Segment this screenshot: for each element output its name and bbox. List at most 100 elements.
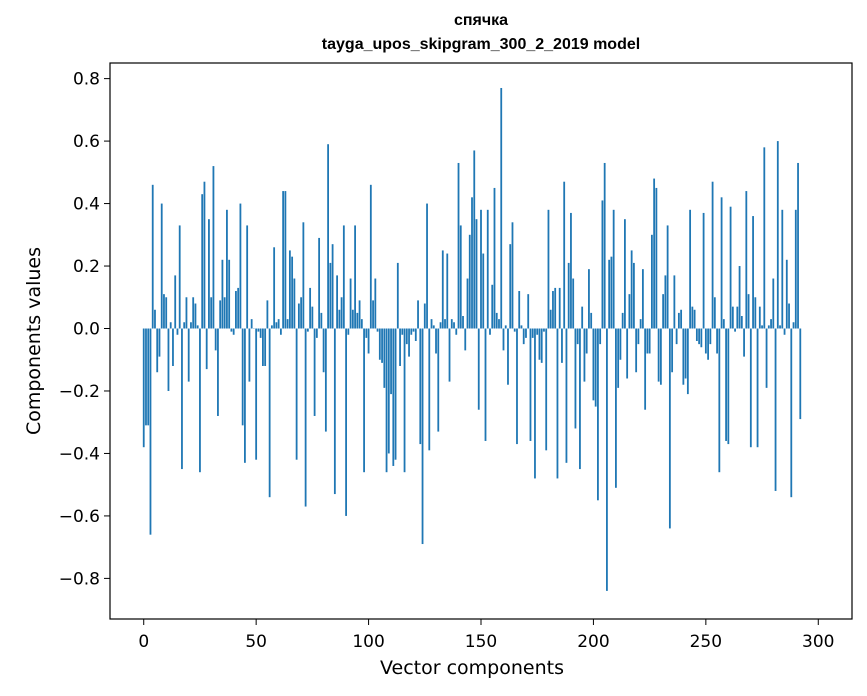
bar [641,269,644,329]
bar [208,219,210,329]
bar [491,284,494,329]
bar [174,275,177,329]
bar [552,291,554,329]
bar [722,319,725,329]
y-tick-label: −0.6 [59,507,100,527]
bar [709,328,712,345]
bar [178,225,181,329]
bar [509,244,512,329]
bar [441,250,444,329]
bar [239,203,242,329]
bar [781,209,784,329]
bar [165,297,168,329]
bar [464,328,467,351]
bar [785,259,788,329]
bar [704,328,707,354]
bar [455,328,458,335]
x-tick-label: 200 [577,632,609,652]
bar [282,191,285,329]
bar [792,322,795,329]
bar [421,328,424,545]
bar [475,219,478,329]
bar [428,328,431,451]
bar [734,328,736,332]
bar [295,328,298,460]
bar [367,328,370,354]
bar [268,328,271,498]
bar [745,191,748,329]
y-tick-label: 0.2 [73,257,100,277]
bar [765,328,768,388]
y-tick-label: 0.8 [73,70,100,90]
bar [262,328,264,366]
bar [255,328,258,460]
bar [232,328,235,335]
bar [633,262,635,329]
bar [756,328,759,448]
bar [716,328,718,354]
bar [270,325,273,329]
bar [608,259,611,329]
bar [226,209,228,329]
bar [396,262,399,329]
bar [558,287,561,329]
bar [547,209,550,329]
bar [754,297,757,329]
bar [790,328,793,498]
bar [291,256,294,329]
bar [606,328,608,591]
bar [327,144,329,329]
plot-frame [109,62,853,620]
bar [581,306,584,329]
bar [446,253,449,329]
bar [392,328,395,466]
bar [648,328,651,354]
bar [430,319,433,329]
bar [486,209,489,329]
bar [576,328,579,345]
bar [293,278,296,329]
bar [163,294,165,329]
bar [561,328,563,363]
bar [450,319,453,329]
bar [556,328,559,479]
bar [378,328,381,360]
x-tick-label: 100 [352,632,384,652]
bar [653,178,656,329]
bar [570,212,572,329]
bar [241,328,244,426]
bar [354,225,356,329]
bar [383,328,386,388]
bar [459,225,462,329]
bar [363,328,365,473]
bar [257,328,260,332]
bar [311,306,314,329]
bar [169,322,172,329]
bar [360,319,363,329]
bar [237,287,240,329]
bar [504,325,507,329]
y-tick-label: 0.6 [73,132,100,152]
bar [201,194,204,329]
bar [187,328,190,382]
bar [477,328,480,410]
bar [592,328,595,401]
x-tick-label: 0 [138,632,149,652]
chart-subtitle: tayga_upos_skipgram_300_2_2019 model [321,36,641,53]
bar [774,328,777,491]
bar [522,328,525,345]
bar [511,222,514,329]
bar [196,325,199,329]
bar [338,309,341,329]
bar [340,297,343,329]
bar [412,328,415,332]
bar [563,181,566,329]
bar [219,300,222,329]
bar [770,319,772,329]
bar [149,328,152,535]
bar [788,303,790,329]
bar [626,328,629,379]
bar [601,200,604,329]
bar [516,328,518,445]
bar [448,328,451,382]
